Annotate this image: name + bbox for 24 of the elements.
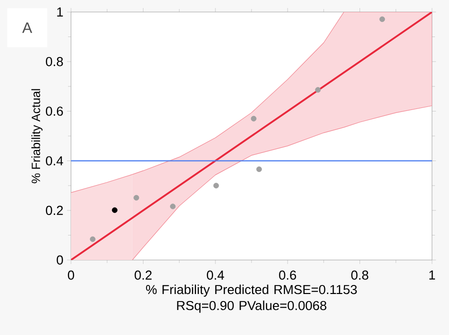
- x-tick-label: 0.6: [279, 270, 296, 280]
- y-tick-label: 1: [57, 8, 63, 16]
- x-tick-label: 0.8: [351, 270, 368, 280]
- x-tick-label: 1: [429, 270, 435, 280]
- y-axis-title: % Friability Actual: [31, 89, 43, 184]
- y-tick-label: 0: [56, 255, 63, 265]
- point: [134, 194, 140, 201]
- point: [315, 87, 321, 93]
- point: [379, 16, 385, 22]
- point: [170, 204, 176, 210]
- text: A: [22, 22, 32, 33]
- point: [256, 166, 262, 172]
- x-tick-label: 0.2: [134, 270, 152, 280]
- point: [90, 236, 96, 242]
- point: [213, 182, 219, 188]
- x-tick-label: 0: [68, 270, 74, 280]
- point: [250, 116, 256, 122]
- y-tick-label: 0.4: [46, 156, 64, 166]
- x-tick-label: 0.4: [206, 270, 224, 280]
- y-tick-label: 0.6: [46, 106, 63, 116]
- y-tick-label: 0.2: [46, 206, 63, 215]
- y-tick-label: 0.8: [46, 56, 63, 66]
- x-axis-title: % Friability Predicted RMSE=0.1153 RSq=0.90 PValue=0.0068: [146, 284, 357, 313]
- point: [112, 207, 118, 213]
